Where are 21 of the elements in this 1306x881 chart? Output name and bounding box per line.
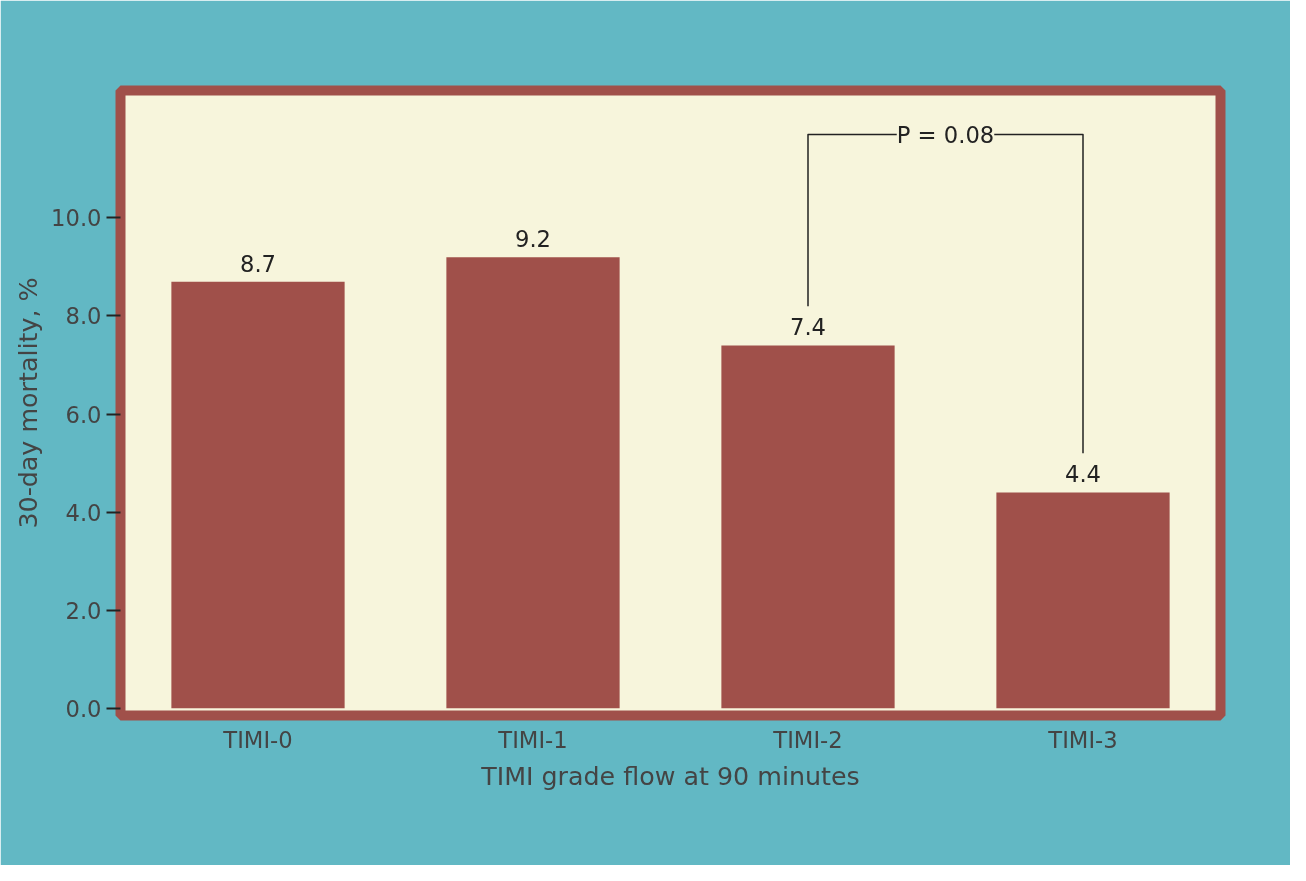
x-tick-label: TIMI-2: [772, 726, 843, 753]
y-tick-label: 8.0: [65, 303, 102, 330]
x-tick-label: TIMI-3: [1047, 726, 1118, 753]
y-tick-label: 6.0: [65, 401, 102, 428]
annotation: P = 0.08: [896, 121, 995, 148]
data-label: 4.4: [1064, 461, 1102, 488]
data-label: 8.7: [239, 250, 277, 277]
y-tick-label: 0.0: [65, 695, 102, 722]
bar: [171, 281, 345, 709]
bar: [446, 257, 620, 709]
y-tick-label: 2.0: [65, 597, 102, 624]
y-tick-label: 10.0: [51, 205, 102, 232]
y-axis-title: 30-day mortality, %: [13, 277, 44, 529]
y-tick-label: 4.0: [65, 499, 102, 526]
data-label: 9.2: [514, 226, 552, 253]
bar: [721, 345, 895, 709]
data-label: 7.4: [789, 314, 827, 341]
x-tick-label: TIMI-1: [497, 726, 568, 753]
x-axis-title: TIMI grade flow at 90 minutes: [480, 760, 860, 791]
x-tick-label: TIMI-0: [222, 726, 293, 753]
bar: [996, 492, 1170, 709]
